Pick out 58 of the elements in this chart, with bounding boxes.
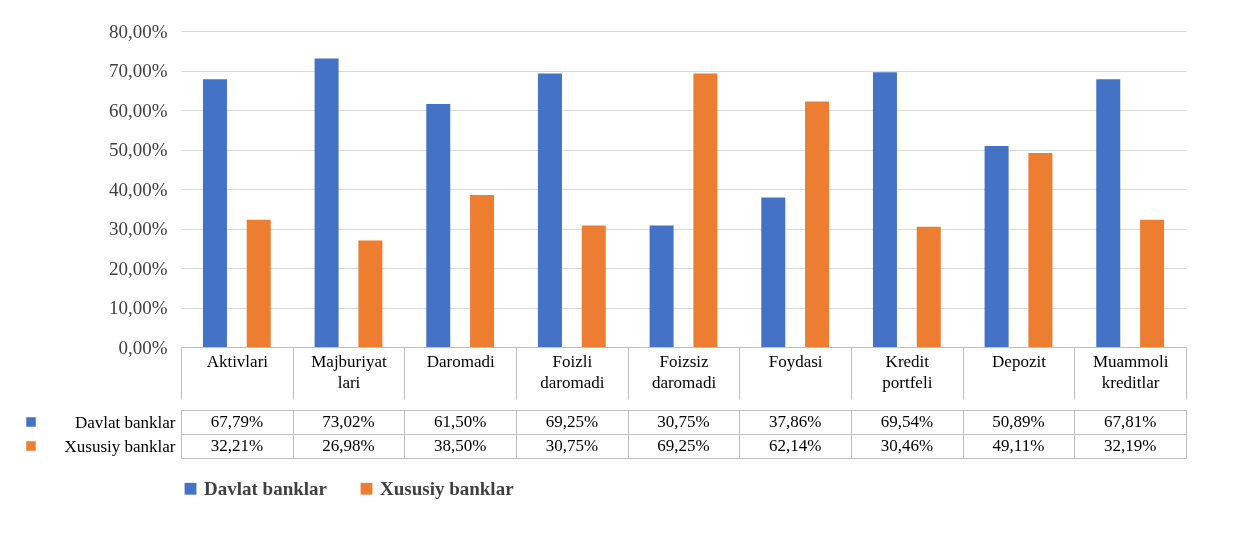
- y-tick-label: 50,00%: [108, 139, 168, 160]
- data-label: 67,79%: [210, 412, 264, 431]
- bar: [202, 79, 227, 347]
- bar: [1140, 219, 1165, 347]
- y-tick-label: 80,00%: [108, 20, 168, 42]
- y-tick-label: 30,00%: [108, 218, 168, 239]
- text: Xususiy banklar: [380, 477, 514, 499]
- bar: [358, 240, 383, 347]
- bar: [649, 225, 674, 347]
- bar: [426, 104, 451, 347]
- bar: [314, 58, 339, 347]
- x-tick-label: Foizsiz daromadi: [651, 351, 717, 392]
- data-label: 30,46%: [880, 436, 934, 455]
- data-label: 69,54%: [880, 412, 934, 431]
- data-label: 38,50%: [433, 436, 487, 455]
- y-tick-label: 20,00%: [108, 257, 168, 279]
- bar: [872, 72, 897, 347]
- legend-label: Xususiy banklar: [64, 436, 176, 456]
- x-tick-label: Kredit portfeli: [882, 351, 933, 392]
- legend-label: Davlat banklar: [74, 412, 176, 432]
- bar: [984, 145, 1009, 347]
- data-label: 73,02%: [322, 412, 375, 431]
- data-label: 69,25%: [657, 436, 710, 455]
- x-tick-label: Daromadi: [426, 351, 495, 371]
- y-tick-label: 60,00%: [108, 99, 168, 121]
- data-label: 61,50%: [433, 412, 487, 431]
- data-label: 67,81%: [1103, 412, 1157, 431]
- bar: [1028, 153, 1053, 347]
- bar: [916, 226, 941, 347]
- text: Davlat banklar: [204, 477, 327, 499]
- bar: [761, 197, 786, 347]
- x-tick-label: Majburiyatlari: [311, 351, 388, 392]
- x-tick-label: Foizli daromadi: [540, 351, 605, 392]
- data-label: 32,19%: [1103, 436, 1157, 455]
- y-tick-label: 70,00%: [108, 60, 168, 81]
- bar: [1096, 79, 1121, 347]
- data-label: 37,86%: [768, 412, 822, 431]
- data-label: 69,25%: [545, 412, 599, 431]
- x-tick-label: Foydasi: [768, 351, 823, 371]
- bar: [537, 73, 562, 347]
- data-label: 62,14%: [768, 436, 822, 455]
- y-tick-label: 0,00%: [118, 336, 168, 358]
- bar: [470, 194, 495, 347]
- x-tick-label: Depozit: [992, 351, 1047, 371]
- x-tick-label: Muammoli kreditlar: [1092, 351, 1169, 392]
- y-tick-label: 40,00%: [108, 178, 168, 200]
- data-label: 49,11%: [992, 436, 1045, 455]
- bar: [693, 73, 718, 347]
- bar: [246, 219, 271, 347]
- y-tick-label: 10,00%: [108, 297, 168, 318]
- data-label: 32,21%: [210, 436, 264, 455]
- bar: [581, 225, 606, 347]
- data-label: 30,75%: [657, 412, 710, 431]
- bar: [805, 101, 830, 347]
- data-label: 26,98%: [322, 436, 375, 455]
- x-tick-label: Aktivlari: [206, 351, 269, 371]
- data-label: 50,89%: [992, 412, 1045, 431]
- data-label: 30,75%: [545, 436, 599, 455]
